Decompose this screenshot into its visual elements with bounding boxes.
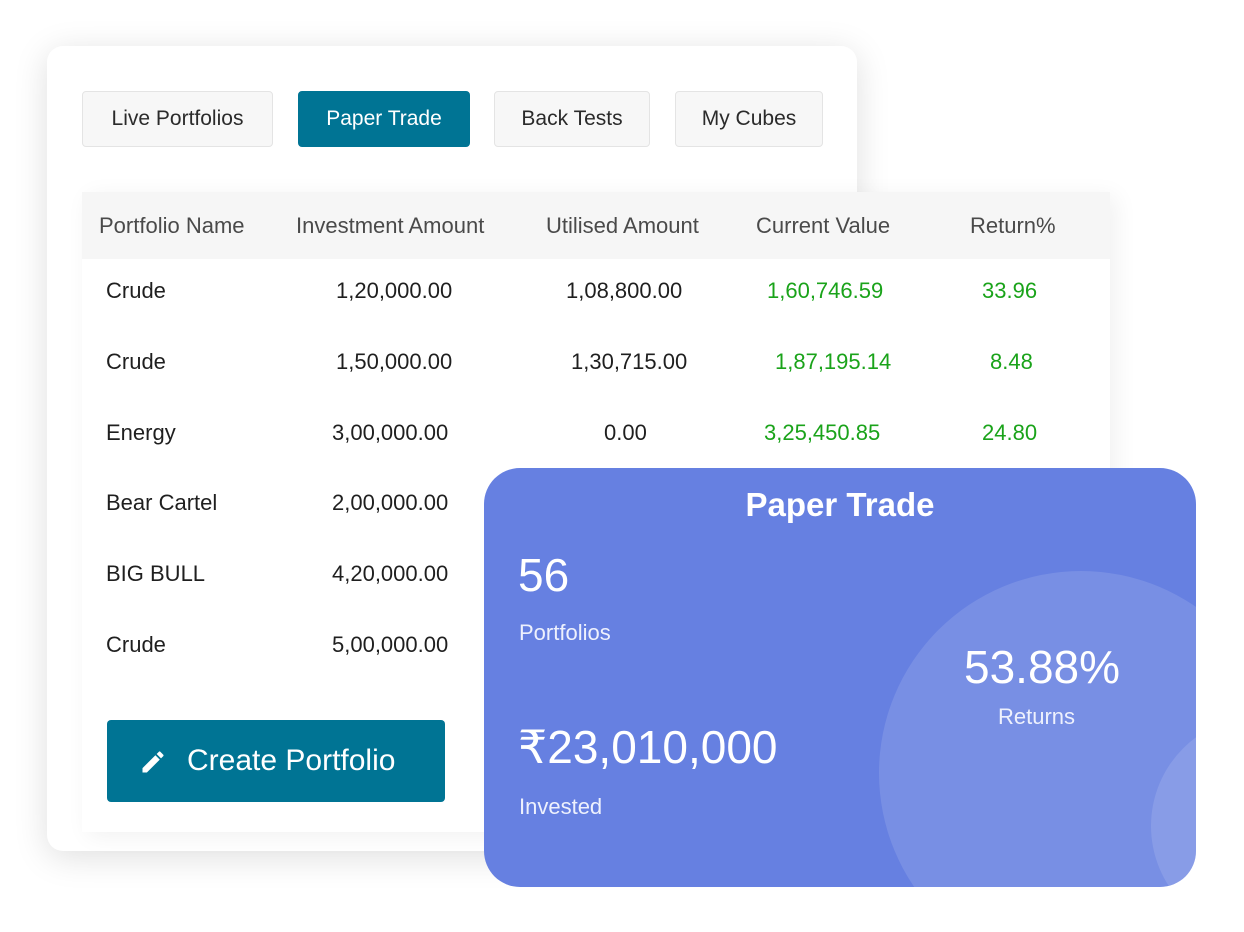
returns-value: 53.88%	[964, 641, 1121, 693]
returns-label: Returns	[998, 704, 1076, 729]
table-row[interactable]: BIG BULL 4,20,000.00	[82, 538, 1110, 609]
pencil-icon	[142, 751, 164, 773]
cell-return: 33.96	[982, 278, 1038, 303]
cell-portfolio-name: Bear Cartel	[106, 490, 218, 515]
cell-investment: 1,50,000.00	[336, 349, 453, 374]
create-portfolio-label: Create Portfolio	[187, 744, 396, 777]
portfolios-count: 56	[518, 549, 570, 601]
cell-investment: 5,00,000.00	[332, 632, 449, 657]
table-row[interactable]: Bear Cartel 2,00,000.00	[82, 467, 1110, 538]
cell-portfolio-name: Crude	[106, 278, 166, 303]
cell-portfolio-name: BIG BULL	[106, 561, 206, 586]
cell-investment: 1,20,000.00	[336, 278, 453, 303]
portfolios-label: Portfolios	[519, 620, 611, 645]
tab-live-portfolios[interactable]: Live Portfolios	[82, 91, 273, 147]
cell-portfolio-name: Crude	[106, 349, 166, 374]
paper-trade-summary-card: Paper Trade 56 Portfolios ₹23,010,000 In…	[484, 468, 1196, 887]
cell-portfolio-name: Energy	[106, 420, 176, 445]
cell-utilised: 0.00	[604, 420, 647, 445]
cell-return: 8.48	[990, 349, 1033, 374]
cell-current-value: 1,60,746.59	[767, 278, 884, 303]
cell-investment: 2,00,000.00	[332, 490, 449, 515]
table-row[interactable]: Crude 5,00,000.00	[82, 609, 1110, 680]
tab-my-cubes[interactable]: My Cubes	[675, 91, 823, 147]
table-row[interactable]: Crude 1,50,000.00 1,30,715.00 1,87,195.1…	[82, 326, 1110, 397]
create-portfolio-button[interactable]: Create Portfolio	[107, 720, 445, 802]
header-utilised-amount: Utilised Amount	[546, 213, 699, 238]
cell-portfolio-name: Crude	[106, 632, 166, 657]
header-return-percent: Return%	[970, 213, 1056, 238]
table-header: Portfolio Name Investment Amount Utilise…	[82, 192, 1110, 259]
table-row[interactable]: Energy 3,00,000.00 0.00 3,25,450.85 24.8…	[82, 397, 1110, 468]
cell-investment: 4,20,000.00	[332, 561, 449, 586]
invested-amount: ₹23,010,000	[518, 721, 778, 773]
cell-investment: 3,00,000.00	[332, 420, 449, 445]
cell-current-value: 3,25,450.85	[764, 420, 881, 445]
cell-current-value: 1,87,195.14	[775, 349, 892, 374]
header-current-value: Current Value	[756, 213, 891, 238]
cell-utilised: 1,08,800.00	[566, 278, 683, 303]
tab-paper-trade[interactable]: Paper Trade	[298, 91, 470, 147]
tab-back-tests[interactable]: Back Tests	[494, 91, 650, 147]
summary-title: Paper Trade	[745, 486, 935, 523]
table-row[interactable]: Crude 1,20,000.00 1,08,800.00 1,60,746.5…	[82, 255, 1110, 326]
cell-utilised: 1,30,715.00	[571, 349, 688, 374]
invested-label: Invested	[519, 794, 603, 819]
cell-return: 24.80	[982, 420, 1038, 445]
header-investment-amount: Investment Amount	[296, 213, 485, 238]
header-portfolio-name: Portfolio Name	[99, 213, 245, 238]
